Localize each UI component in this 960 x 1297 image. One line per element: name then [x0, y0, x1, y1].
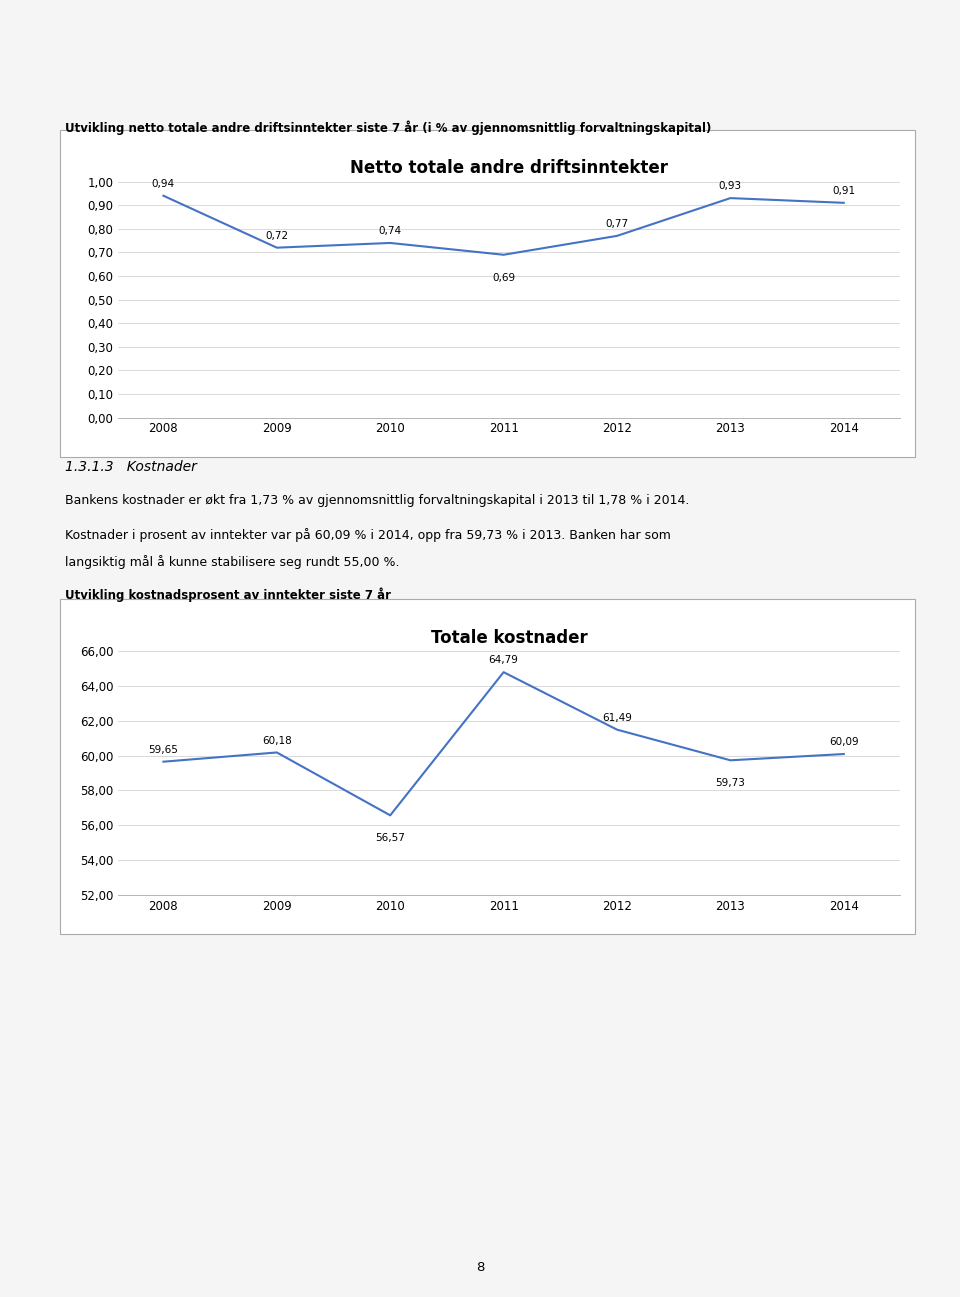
Text: 61,49: 61,49	[602, 712, 632, 722]
Text: 59,73: 59,73	[715, 778, 745, 789]
Text: 56,57: 56,57	[375, 834, 405, 843]
Text: 0,91: 0,91	[832, 185, 855, 196]
Text: langsiktig mål å kunne stabilisere seg rundt 55,00 %.: langsiktig mål å kunne stabilisere seg r…	[65, 555, 399, 569]
Text: 0,74: 0,74	[378, 226, 402, 236]
Text: 1.3.1.3   Kostnader: 1.3.1.3 Kostnader	[65, 460, 197, 475]
Text: Bankens kostnader er økt fra 1,73 % av gjennomsnittlig forvaltningskapital i 201: Bankens kostnader er økt fra 1,73 % av g…	[65, 494, 689, 507]
Text: 60,09: 60,09	[829, 737, 858, 747]
Text: 0,69: 0,69	[492, 272, 516, 283]
Text: Kostnader i prosent av inntekter var på 60,09 % i 2014, opp fra 59,73 % i 2013. : Kostnader i prosent av inntekter var på …	[65, 528, 671, 542]
Text: Utvikling kostnadsprosent av inntekter siste 7 år: Utvikling kostnadsprosent av inntekter s…	[65, 588, 392, 602]
Title: Netto totale andre driftsinntekter: Netto totale andre driftsinntekter	[350, 160, 668, 178]
Text: 64,79: 64,79	[489, 655, 518, 665]
Text: Utvikling netto totale andre driftsinntekter siste 7 år (i % av gjennomsnittlig : Utvikling netto totale andre driftsinnte…	[65, 121, 711, 135]
Text: 0,94: 0,94	[152, 179, 175, 189]
Text: 0,72: 0,72	[265, 231, 288, 241]
Text: 59,65: 59,65	[149, 744, 179, 755]
Text: 8: 8	[476, 1261, 484, 1274]
Text: 0,77: 0,77	[606, 219, 629, 230]
Title: Totale kostnader: Totale kostnader	[431, 629, 588, 647]
Text: 60,18: 60,18	[262, 735, 292, 746]
Text: 0,93: 0,93	[719, 182, 742, 191]
